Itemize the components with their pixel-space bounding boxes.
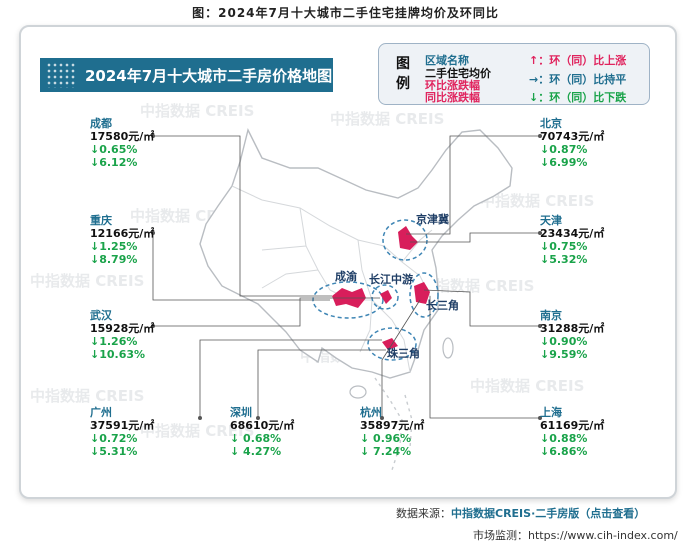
city-price: 70743元/㎡ <box>540 130 605 143</box>
city-yoy: ↓6.12% <box>90 156 138 169</box>
city-price: 15928元/㎡ <box>90 322 155 335</box>
market-monitor-url[interactable]: 市场监测：https://www.cih-index.com/ <box>473 529 678 542</box>
city-mom: ↓0.88% <box>540 432 588 445</box>
city-mom: ↓1.25% <box>90 240 138 253</box>
city-yoy: ↓ 4.27% <box>230 445 282 458</box>
city-name: 杭州 <box>360 406 382 419</box>
city-mom: ↓0.87% <box>540 143 588 156</box>
legend-rise: ↑：环（同）比上涨 <box>529 54 627 67</box>
city-shanghai: 上海 61169元/㎡ ↓0.88% ↓6.86% <box>540 406 604 458</box>
city-mom: ↓0.65% <box>90 143 138 156</box>
city-price: 12166元/㎡ <box>90 227 155 240</box>
city-price: 17580元/㎡ <box>90 130 155 143</box>
city-beijing: 北京 70743元/㎡ ↓0.87% ↓6.99% <box>540 117 604 169</box>
region-changsanjiao <box>409 272 439 318</box>
region-changjiang <box>371 284 399 310</box>
leader-lines <box>152 135 540 419</box>
city-name: 上海 <box>540 406 562 419</box>
map-title-banner: 2024年7月十大城市二手房价格地图 <box>40 58 333 92</box>
city-name: 天津 <box>540 214 562 227</box>
cluster-changjiang <box>380 290 392 304</box>
city-mom: ↓ 0.68% <box>230 432 282 445</box>
cluster-changsanjiao <box>414 282 430 304</box>
city-yoy: ↓6.99% <box>540 156 588 169</box>
data-source-link[interactable]: 中指数据CREIS·二手房版（点击查看） <box>451 507 646 520</box>
legend-item-region: 区域名称 <box>425 54 469 67</box>
data-source-prefix: 数据来源： <box>396 507 451 520</box>
data-source: 数据来源：中指数据CREIS·二手房版（点击查看） <box>396 505 645 521</box>
legend-item-yoy: 同比涨跌幅 <box>425 91 480 104</box>
hainan-island <box>349 385 367 399</box>
city-price: 23434元/㎡ <box>540 227 605 240</box>
city-name: 广州 <box>90 406 112 419</box>
banner-dot-pattern <box>46 62 76 88</box>
city-chengdu: 成都 17580元/㎡ ↓0.65% ↓6.12% <box>90 117 154 169</box>
city-name: 南京 <box>540 309 562 322</box>
city-mom: ↓1.26% <box>90 335 138 348</box>
city-name: 成都 <box>90 117 112 130</box>
legend-key: 图例 <box>396 56 410 92</box>
china-outline <box>199 127 513 379</box>
city-mom: ↓0.72% <box>90 432 138 445</box>
city-nanjing: 南京 31288元/㎡ ↓0.90% ↓9.59% <box>540 309 604 361</box>
region-jingjinji <box>382 219 428 261</box>
city-yoy: ↓8.79% <box>90 253 138 266</box>
city-yoy: ↓6.86% <box>540 445 588 458</box>
taiwan-island <box>442 337 454 359</box>
city-name: 北京 <box>540 117 562 130</box>
city-price: 68610元/㎡ <box>230 419 295 432</box>
city-yoy: ↓5.31% <box>90 445 138 458</box>
city-name: 重庆 <box>90 214 112 227</box>
city-price: 37591元/㎡ <box>90 419 155 432</box>
city-yoy: ↓ 7.24% <box>360 445 412 458</box>
figure-title: 图：2024年7月十大城市二手住宅挂牌均价及环同比 <box>192 6 499 20</box>
city-mom: ↓0.90% <box>540 335 588 348</box>
legend-item-price: 二手住宅均价 <box>425 67 491 80</box>
region-label-jingjinji: 京津冀 <box>416 213 449 226</box>
city-name: 武汉 <box>90 309 112 322</box>
city-price: 61169元/㎡ <box>540 419 605 432</box>
city-yoy: ↓5.32% <box>540 253 588 266</box>
city-yoy: ↓10.63% <box>90 348 146 361</box>
city-price: 31288元/㎡ <box>540 322 605 335</box>
legend-flat: →：环（同）比持平 <box>529 73 627 86</box>
cluster-jingjinji <box>398 226 418 250</box>
city-price: 35897元/㎡ <box>360 419 425 432</box>
city-guangzhou: 广州 37591元/㎡ ↓0.72% ↓5.31% <box>90 406 154 458</box>
south-sea-boundary <box>374 377 413 471</box>
city-mom: ↓0.75% <box>540 240 588 253</box>
map-title: 2024年7月十大城市二手房价格地图 <box>85 67 333 85</box>
legend-item-mom: 环比涨跌幅 <box>425 79 480 92</box>
region-label-changsanjiao: 长三角 <box>426 299 459 312</box>
legend-fall: ↓：环（同）比下跌 <box>529 91 627 104</box>
city-chongqing: 重庆 12166元/㎡ ↓1.25% ↓8.79% <box>90 214 154 266</box>
city-mom: ↓ 0.96% <box>360 432 412 445</box>
region-label-changjiang: 长江中游 <box>369 273 413 286</box>
leader-dots <box>151 134 542 420</box>
city-yoy: ↓9.59% <box>540 348 588 361</box>
city-tianjin: 天津 23434元/㎡ ↓0.75% ↓5.32% <box>540 214 604 266</box>
city-shenzhen: 深圳 68610元/㎡ ↓ 0.68% ↓ 4.27% <box>230 406 294 458</box>
region-label-zhusanjiao: 珠三角 <box>387 347 420 360</box>
region-label-chengyu: 成渝 <box>335 270 357 283</box>
city-wuhan: 武汉 15928元/㎡ ↓1.26% ↓10.63% <box>90 309 154 361</box>
city-name: 深圳 <box>230 406 252 419</box>
city-hangzhou: 杭州 35897元/㎡ ↓ 0.96% ↓ 7.24% <box>360 406 424 458</box>
legend: 图例 区域名称 二手住宅均价 环比涨跌幅 同比涨跌幅 ↑：环（同）比上涨 →：环… <box>378 43 650 105</box>
region-zhusanjiao <box>367 327 417 361</box>
